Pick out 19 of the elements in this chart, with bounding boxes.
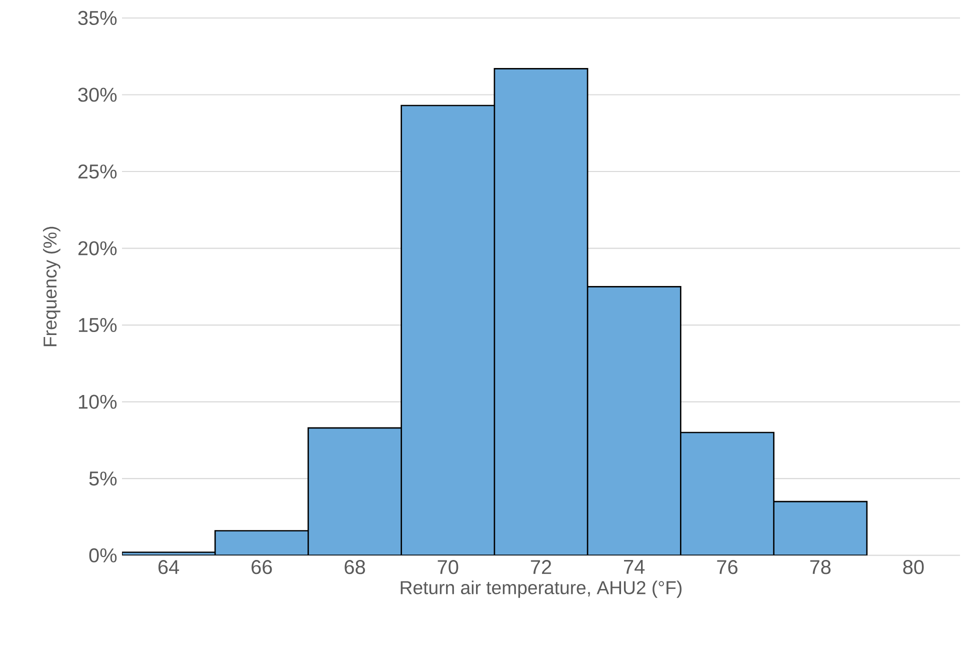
y-tick-label: 35%: [78, 10, 117, 26]
y-axis-title: Frequency (%): [42, 226, 60, 346]
x-tick-label: 68: [344, 560, 365, 574]
x-tick-label: 72: [530, 560, 552, 574]
y-tick-label: 0%: [89, 548, 117, 562]
x-tick-label: 78: [810, 560, 831, 574]
y-tick-label: 5%: [89, 472, 117, 486]
y-tick-label: 25%: [78, 164, 117, 179]
x-axis-title: Return air temperature, AHU2 (°F): [400, 580, 682, 598]
x-tick-label: 74: [624, 560, 645, 574]
y-tick-label: 10%: [78, 394, 117, 409]
y-tick-label: 15%: [78, 318, 117, 332]
y-tick-label: 20%: [78, 241, 117, 256]
x-tick-label: 76: [717, 560, 738, 574]
x-tick-label: 64: [158, 560, 180, 574]
x-tick-label: 80: [903, 560, 924, 574]
x-tick-label: 70: [438, 560, 458, 574]
y-tick-label: 30%: [78, 88, 117, 102]
x-tick-label: 66: [252, 560, 272, 574]
